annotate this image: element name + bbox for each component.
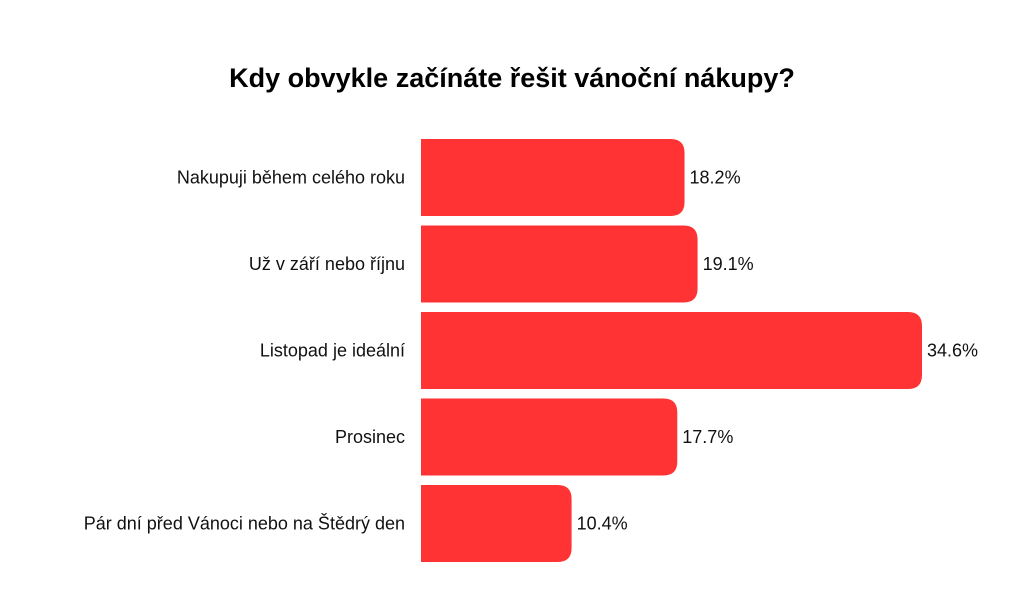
bar-par-dni-pred-vanoci-nebo-na-stedry-den bbox=[421, 485, 572, 562]
bar-uz-v-zari-nebo-rijnu bbox=[421, 225, 698, 303]
value-label-listopad-je-idealni: 34.6% bbox=[927, 341, 978, 361]
category-label-listopad-je-idealni: Listopad je ideální bbox=[260, 341, 405, 361]
category-label-uz-v-zari-nebo-rijnu: Už v září nebo říjnu bbox=[249, 254, 405, 274]
value-label-nakupuji-behem-celeho-roku: 18.2% bbox=[690, 168, 741, 188]
chart-title: Kdy obvykle začínáte řešit vánoční nákup… bbox=[229, 63, 795, 93]
value-label-uz-v-zari-nebo-rijnu: 19.1% bbox=[703, 254, 754, 274]
bar-listopad-je-idealni bbox=[421, 312, 922, 389]
value-label-prosinec: 17.7% bbox=[682, 427, 733, 447]
category-label-prosinec: Prosinec bbox=[335, 427, 405, 447]
bars-group: Nakupuji během celého roku 18.2% Už v září… bbox=[84, 139, 978, 562]
value-label-par-dni-pred-vanoci-nebo-na-stedry-den: 10.4% bbox=[577, 514, 628, 534]
category-label-par-dni-pred-vanoci-nebo-na-stedry-den: Pár dní před Vánoci nebo na Štědrý den bbox=[84, 513, 405, 534]
category-label-nakupuji-behem-celeho-roku: Nakupuji během celého roku bbox=[177, 168, 405, 188]
bar-nakupuji-behem-celeho-roku bbox=[421, 139, 685, 216]
bar-prosinec bbox=[421, 398, 678, 476]
